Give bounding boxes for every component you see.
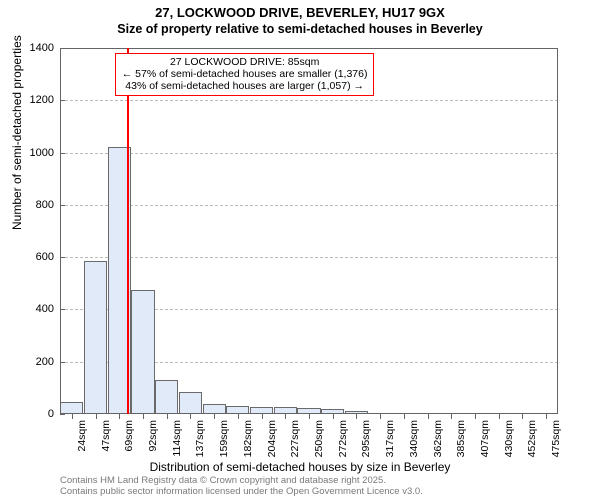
y-tick-label: 800: [36, 199, 60, 211]
x-tick-mark: [143, 414, 144, 419]
x-tick-mark: [428, 414, 429, 419]
x-tick-mark: [522, 414, 523, 419]
x-tick-mark: [333, 414, 334, 419]
y-axis-label: Number of semi-detached properties: [10, 35, 24, 230]
callout-line1: 27 LOCKWOOD DRIVE: 85sqm: [122, 56, 368, 68]
chart-title: 27, LOCKWOOD DRIVE, BEVERLEY, HU17 9GX: [0, 0, 600, 20]
x-tick-mark: [72, 414, 73, 419]
y-tick-label: 1400: [30, 42, 60, 54]
x-tick-mark: [167, 414, 168, 419]
x-tick-mark: [546, 414, 547, 419]
x-tick-mark: [475, 414, 476, 419]
x-axis-label: Distribution of semi-detached houses by …: [0, 460, 600, 474]
x-tick-mark: [238, 414, 239, 419]
y-tick-label: 400: [36, 303, 60, 315]
y-tick-label: 1200: [30, 94, 60, 106]
x-tick-mark: [119, 414, 120, 419]
x-tick-mark: [404, 414, 405, 419]
x-tick-mark: [309, 414, 310, 419]
y-tick-label: 0: [48, 408, 60, 420]
x-tick-mark: [262, 414, 263, 419]
callout-line2: ← 57% of semi-detached houses are smalle…: [122, 68, 368, 80]
x-tick-mark: [356, 414, 357, 419]
x-tick-mark: [285, 414, 286, 419]
y-tick-label: 1000: [30, 147, 60, 159]
x-tick-mark: [214, 414, 215, 419]
x-tick-mark: [499, 414, 500, 419]
y-tick-label: 200: [36, 356, 60, 368]
chart-subtitle: Size of property relative to semi-detach…: [0, 20, 600, 36]
x-tick-mark: [451, 414, 452, 419]
plot-border: [60, 48, 558, 414]
callout-box: 27 LOCKWOOD DRIVE: 85sqm ← 57% of semi-d…: [115, 53, 375, 96]
chart-root: 27, LOCKWOOD DRIVE, BEVERLEY, HU17 9GX S…: [0, 0, 600, 500]
x-tick-mark: [190, 414, 191, 419]
x-tick-mark: [380, 414, 381, 419]
y-tick-label: 600: [36, 251, 60, 263]
callout-line3: 43% of semi-detached houses are larger (…: [122, 80, 368, 92]
x-tick-mark: [96, 414, 97, 419]
footer-attribution: Contains HM Land Registry data © Crown c…: [60, 476, 423, 498]
footer-line2: Contains public sector information licen…: [60, 487, 423, 498]
plot-area: 27 LOCKWOOD DRIVE: 85sqm ← 57% of semi-d…: [60, 48, 558, 414]
marker-line: [127, 48, 129, 414]
